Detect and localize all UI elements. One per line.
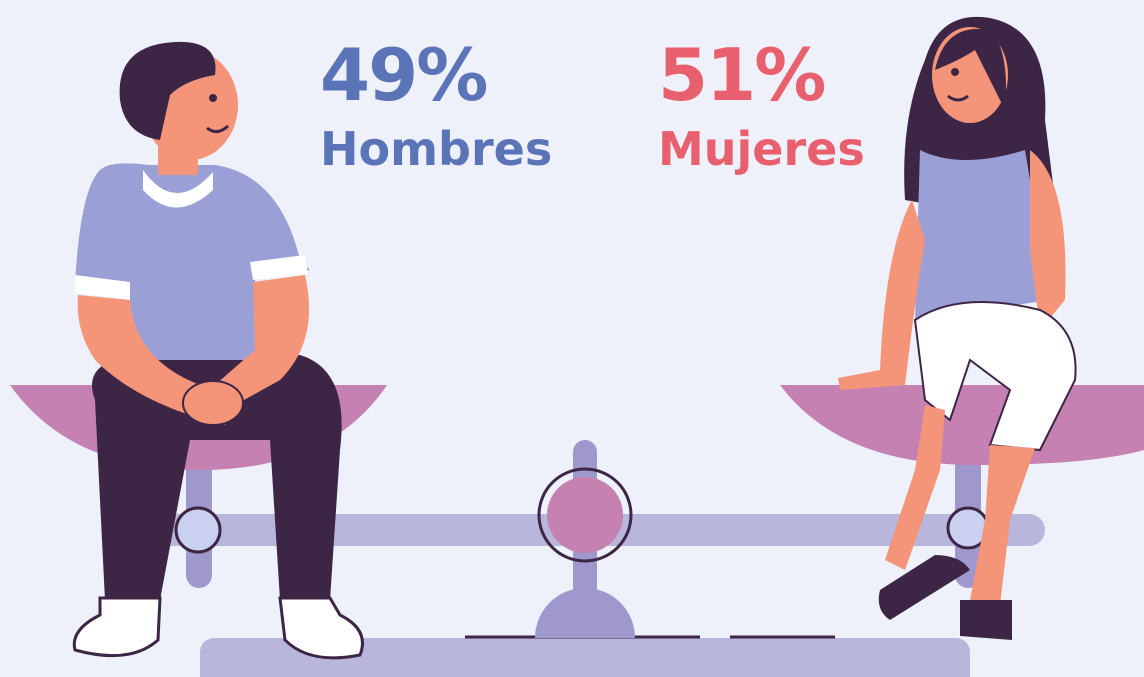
shape — [209, 94, 217, 102]
men-percentage: 49% — [320, 33, 486, 117]
illustration: 49% Hombres 51% Mujeres — [0, 0, 1144, 677]
page: Hombres y Mujeres {"stats": [ {"value": … — [0, 0, 1144, 677]
men-label: Hombres — [320, 122, 552, 176]
shape — [951, 68, 959, 76]
body: 49% Hombres 51% Mujeres (() => { const d… — [0, 0, 1144, 677]
shape — [183, 381, 243, 425]
women-label: Mujeres — [658, 122, 865, 176]
women-percentage: 51% — [658, 33, 824, 117]
left-joint — [176, 508, 220, 552]
shape — [960, 600, 1012, 640]
pivot — [547, 477, 623, 553]
